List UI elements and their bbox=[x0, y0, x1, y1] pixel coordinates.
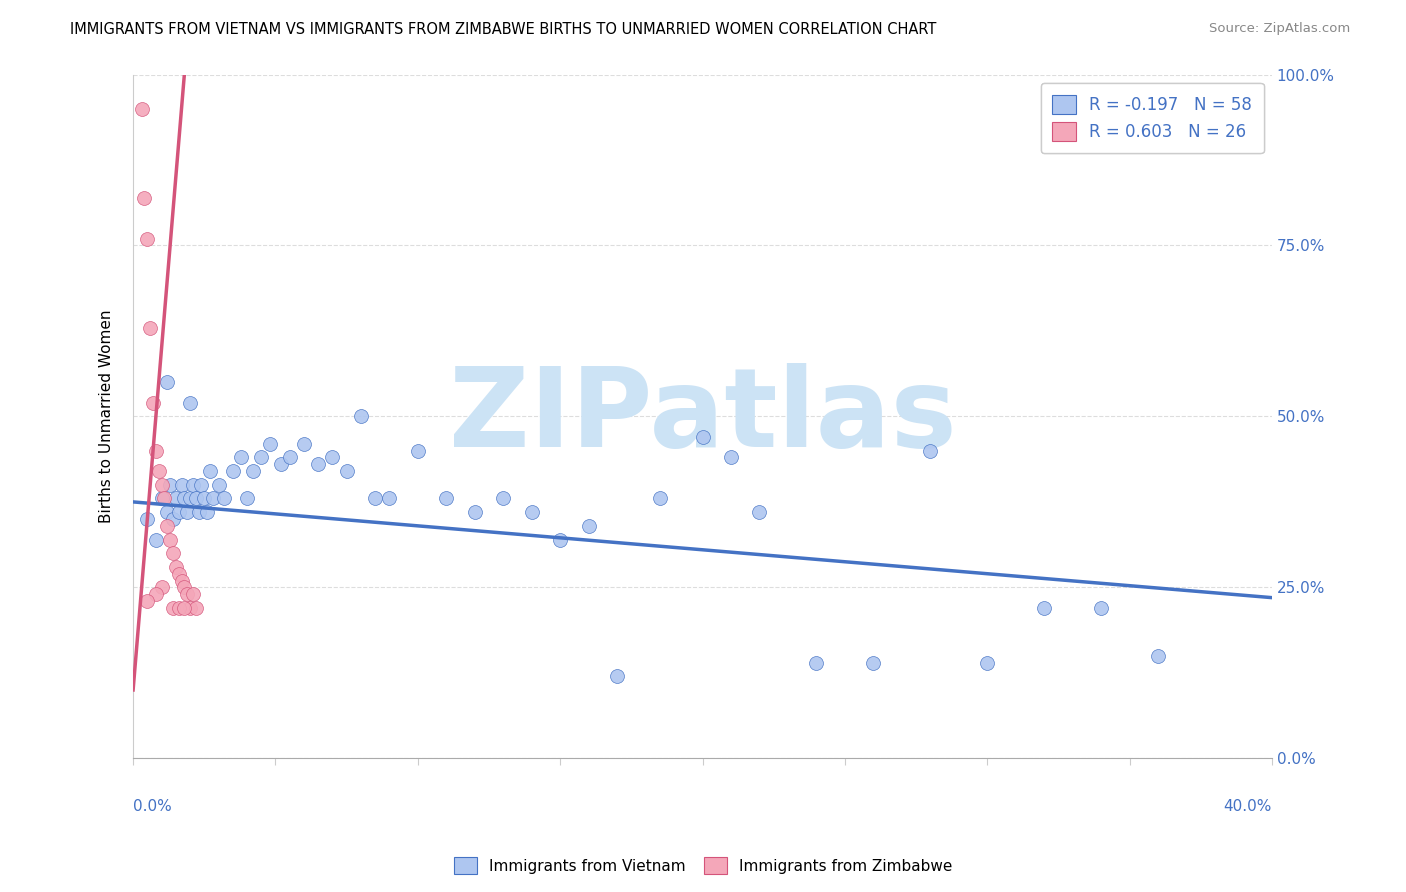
Text: IMMIGRANTS FROM VIETNAM VS IMMIGRANTS FROM ZIMBABWE BIRTHS TO UNMARRIED WOMEN CO: IMMIGRANTS FROM VIETNAM VS IMMIGRANTS FR… bbox=[70, 22, 936, 37]
Point bbox=[201, 491, 224, 506]
Point bbox=[153, 491, 176, 506]
Point bbox=[492, 491, 515, 506]
Point bbox=[176, 505, 198, 519]
Point bbox=[145, 533, 167, 547]
Point bbox=[190, 478, 212, 492]
Point bbox=[165, 491, 187, 506]
Point bbox=[862, 656, 884, 670]
Point bbox=[156, 519, 179, 533]
Point bbox=[136, 232, 159, 246]
Point bbox=[548, 533, 571, 547]
Point bbox=[434, 491, 457, 506]
Point bbox=[806, 656, 828, 670]
Text: 0.0%: 0.0% bbox=[134, 799, 172, 814]
Point bbox=[1147, 648, 1170, 663]
Legend: R = -0.197   N = 58, R = 0.603   N = 26: R = -0.197 N = 58, R = 0.603 N = 26 bbox=[1040, 83, 1264, 153]
Point bbox=[250, 450, 273, 465]
Point bbox=[184, 491, 207, 506]
Point bbox=[336, 464, 359, 478]
Point bbox=[270, 458, 292, 472]
Point bbox=[150, 478, 173, 492]
Point bbox=[720, 450, 742, 465]
Point bbox=[292, 437, 315, 451]
Point bbox=[159, 533, 181, 547]
Point bbox=[167, 505, 190, 519]
Legend: Immigrants from Vietnam, Immigrants from Zimbabwe: Immigrants from Vietnam, Immigrants from… bbox=[447, 851, 959, 880]
Point bbox=[748, 505, 770, 519]
Point bbox=[193, 491, 215, 506]
Point bbox=[198, 464, 221, 478]
Point bbox=[520, 505, 543, 519]
Point bbox=[181, 478, 204, 492]
Point bbox=[148, 464, 170, 478]
Point bbox=[179, 601, 201, 615]
Point bbox=[692, 430, 714, 444]
Point bbox=[136, 594, 159, 608]
Y-axis label: Births to Unmarried Women: Births to Unmarried Women bbox=[100, 310, 114, 524]
Point bbox=[173, 601, 195, 615]
Text: 40.0%: 40.0% bbox=[1223, 799, 1272, 814]
Point bbox=[145, 587, 167, 601]
Point bbox=[222, 464, 245, 478]
Point bbox=[242, 464, 264, 478]
Point bbox=[231, 450, 253, 465]
Point bbox=[145, 443, 167, 458]
Point bbox=[150, 491, 173, 506]
Point bbox=[142, 396, 165, 410]
Point bbox=[184, 601, 207, 615]
Point bbox=[150, 581, 173, 595]
Point bbox=[173, 581, 195, 595]
Point bbox=[236, 491, 259, 506]
Point bbox=[195, 505, 218, 519]
Point bbox=[179, 396, 201, 410]
Point bbox=[139, 320, 162, 334]
Point bbox=[187, 505, 209, 519]
Point bbox=[167, 601, 190, 615]
Point bbox=[350, 409, 373, 424]
Point bbox=[212, 491, 235, 506]
Point bbox=[162, 546, 184, 560]
Point bbox=[920, 443, 942, 458]
Point bbox=[1090, 601, 1112, 615]
Point bbox=[173, 491, 195, 506]
Point bbox=[156, 376, 179, 390]
Point bbox=[131, 102, 153, 116]
Point bbox=[406, 443, 429, 458]
Text: ZIPatlas: ZIPatlas bbox=[449, 363, 956, 470]
Point bbox=[159, 478, 181, 492]
Point bbox=[162, 512, 184, 526]
Point bbox=[259, 437, 281, 451]
Point bbox=[464, 505, 486, 519]
Point bbox=[179, 491, 201, 506]
Point bbox=[278, 450, 301, 465]
Point bbox=[307, 458, 329, 472]
Point bbox=[1033, 601, 1056, 615]
Point bbox=[176, 587, 198, 601]
Point bbox=[648, 491, 671, 506]
Point bbox=[165, 560, 187, 574]
Point bbox=[578, 519, 600, 533]
Point bbox=[136, 512, 159, 526]
Point bbox=[134, 191, 156, 205]
Point bbox=[156, 505, 179, 519]
Point bbox=[364, 491, 387, 506]
Point bbox=[162, 601, 184, 615]
Point bbox=[378, 491, 401, 506]
Point bbox=[207, 478, 229, 492]
Point bbox=[976, 656, 998, 670]
Point bbox=[170, 478, 193, 492]
Point bbox=[321, 450, 343, 465]
Point bbox=[167, 566, 190, 581]
Point bbox=[170, 574, 193, 588]
Text: Source: ZipAtlas.com: Source: ZipAtlas.com bbox=[1209, 22, 1350, 36]
Point bbox=[606, 669, 628, 683]
Point bbox=[181, 587, 204, 601]
